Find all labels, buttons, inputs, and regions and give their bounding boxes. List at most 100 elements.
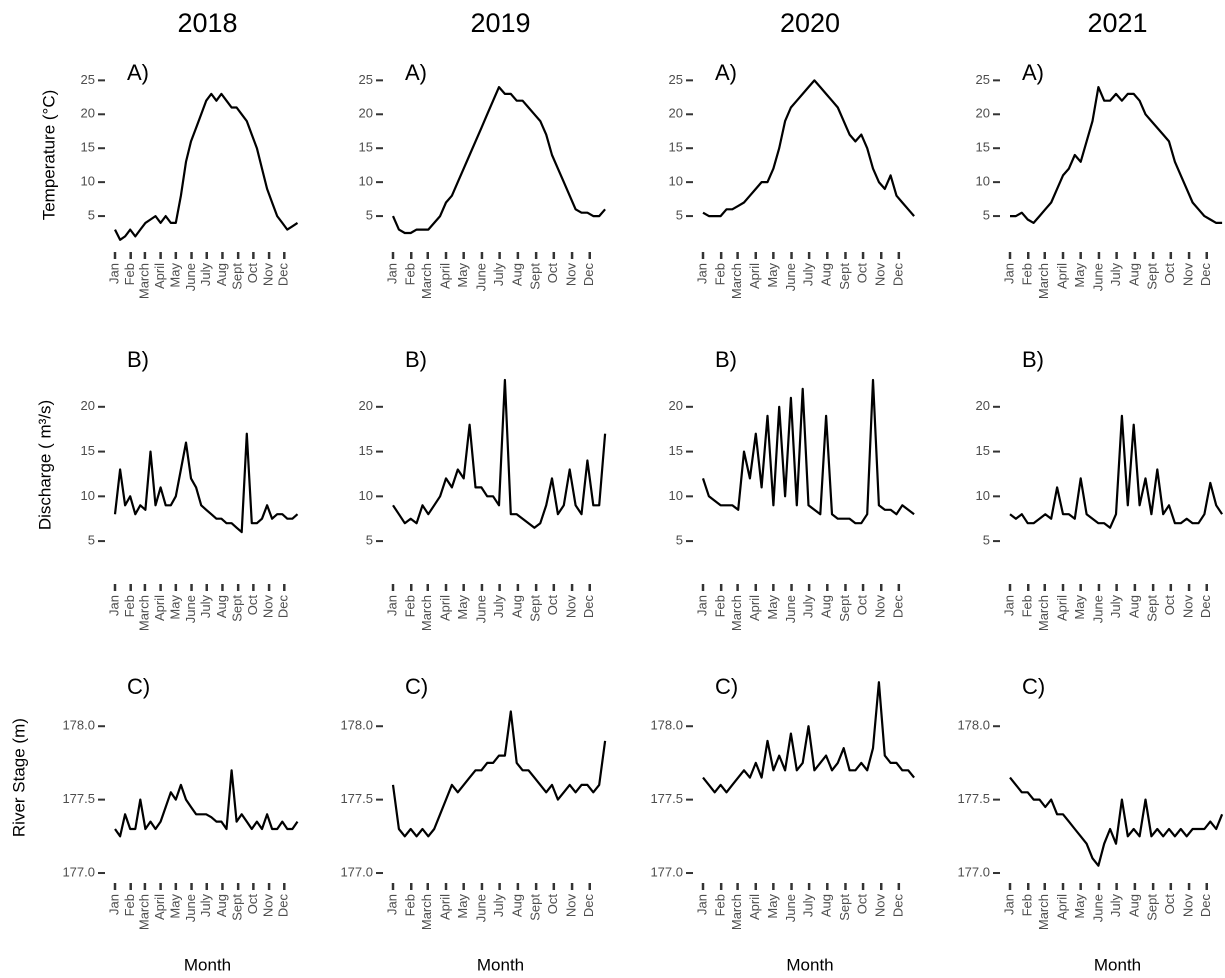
y-tick-label: 10 <box>669 488 683 503</box>
x-tick-label: Sept <box>528 894 543 921</box>
x-tick-label: Feb <box>1020 595 1035 617</box>
x-tick-label: July <box>1108 595 1123 619</box>
x-tick-label: May <box>765 263 780 288</box>
x-tick-label: Dec <box>276 263 291 287</box>
x-tick-label: Dec <box>581 263 596 287</box>
panel-label: C) <box>405 674 428 699</box>
x-tick-label: Dec <box>890 263 905 287</box>
x-tick-label: June <box>1090 595 1105 623</box>
x-tick-label: Dec <box>581 894 596 918</box>
x-tick-label: May <box>455 263 470 288</box>
x-tick-label: May <box>765 894 780 919</box>
x-tick-label: March <box>136 894 151 930</box>
x-tick-label: March <box>419 263 434 299</box>
x-tick-label: Nov <box>873 894 888 918</box>
x-tick-label: Dec <box>890 595 905 619</box>
x-tick-label: March <box>419 595 434 631</box>
y-tick-label: 177.0 <box>650 864 683 879</box>
x-tick-label: April <box>747 263 762 289</box>
x-tick-label: Sept <box>230 263 245 290</box>
y-tick-label: 177.5 <box>650 791 683 806</box>
y-tick-label: 177.0 <box>957 864 990 879</box>
x-tick-label: May <box>765 595 780 620</box>
x-tick-label: Aug <box>509 894 524 917</box>
x-tick-label: April <box>437 263 452 289</box>
x-tick-label: Aug <box>819 263 834 286</box>
x-tick-label: Nov <box>1181 263 1196 287</box>
y-tick-label: 5 <box>366 208 373 223</box>
x-tick-label: Sept <box>837 894 852 921</box>
x-tick-label: Oct <box>854 263 869 284</box>
x-tick-label: May <box>455 894 470 919</box>
x-tick-label: Aug <box>1126 894 1141 917</box>
panel-label: B) <box>1022 347 1044 372</box>
y-tick-label: 10 <box>359 488 373 503</box>
x-tick-label: Feb <box>713 595 728 617</box>
x-tick-label: Sept <box>1145 595 1160 622</box>
y-tick-label: 178.0 <box>957 718 990 733</box>
x-tick-label: Nov <box>564 595 579 619</box>
panel-label: C) <box>1022 674 1045 699</box>
y-tick-label: 20 <box>359 398 373 413</box>
x-tick-label: Aug <box>509 263 524 286</box>
panel-label: C) <box>127 674 150 699</box>
x-tick-label: Sept <box>230 595 245 622</box>
x-tick-label: Nov <box>873 263 888 287</box>
x-tick-label: Jan <box>1001 263 1016 284</box>
x-tick-label: Oct <box>1162 263 1177 284</box>
y-tick-label: 5 <box>983 533 990 548</box>
column-title: 2018 <box>177 8 237 38</box>
y-tick-label: 15 <box>669 140 683 155</box>
x-tick-label: Feb <box>713 894 728 916</box>
x-tick-label: Feb <box>122 595 137 617</box>
x-tick-label: Jan <box>1001 894 1016 915</box>
x-tick-label: Aug <box>214 894 229 917</box>
y-tick-label: 10 <box>81 488 95 503</box>
x-tick-label: June <box>473 263 488 291</box>
y-tick-label: 20 <box>669 106 683 121</box>
x-tick-label: June <box>783 894 798 922</box>
x-tick-label: Feb <box>1020 894 1035 916</box>
x-tick-label: March <box>1036 263 1051 299</box>
y-tick-label: 20 <box>669 398 683 413</box>
x-tick-label: June <box>1090 263 1105 291</box>
y-tick-label: 177.5 <box>340 791 373 806</box>
y-tick-label: 20 <box>81 398 95 413</box>
x-tick-label: June <box>783 263 798 291</box>
panel-label: B) <box>127 347 149 372</box>
x-tick-label: Nov <box>1181 595 1196 619</box>
data-line <box>702 681 915 794</box>
column-title: 2020 <box>780 8 840 38</box>
x-tick-label: Aug <box>1126 595 1141 618</box>
x-tick-label: Nov <box>261 894 276 918</box>
x-tick-label: July <box>198 263 213 287</box>
x-tick-label: Jan <box>694 595 709 616</box>
x-tick-label: July <box>1108 894 1123 918</box>
x-tick-label: June <box>473 595 488 623</box>
x-tick-label: Dec <box>1198 595 1213 619</box>
x-tick-label: Feb <box>122 263 137 285</box>
x-tick-label: Dec <box>276 894 291 918</box>
x-tick-label: June <box>783 595 798 623</box>
x-tick-label: Jan <box>384 263 399 284</box>
data-line <box>114 769 299 838</box>
x-tick-label: Nov <box>261 595 276 619</box>
y-tick-label: 15 <box>669 443 683 458</box>
x-tick-label: May <box>1072 894 1087 919</box>
panel-label: A) <box>405 60 427 85</box>
x-tick-label: Oct <box>1162 595 1177 616</box>
x-tick-label: June <box>1090 894 1105 922</box>
x-tick-label: May <box>1072 595 1087 620</box>
x-tick-label: Nov <box>564 894 579 918</box>
x-tick-label: Aug <box>214 595 229 618</box>
x-tick-label: Aug <box>1126 263 1141 286</box>
x-tick-label: May <box>167 595 182 620</box>
x-tick-label: June <box>183 263 198 291</box>
x-axis-label: Month <box>184 955 231 974</box>
y-tick-label: 25 <box>976 72 990 87</box>
x-tick-label: March <box>136 263 151 299</box>
x-tick-label: Oct <box>545 894 560 915</box>
x-tick-label: April <box>1054 894 1069 920</box>
y-tick-label: 177.0 <box>340 864 373 879</box>
y-tick-label: 178.0 <box>62 718 95 733</box>
